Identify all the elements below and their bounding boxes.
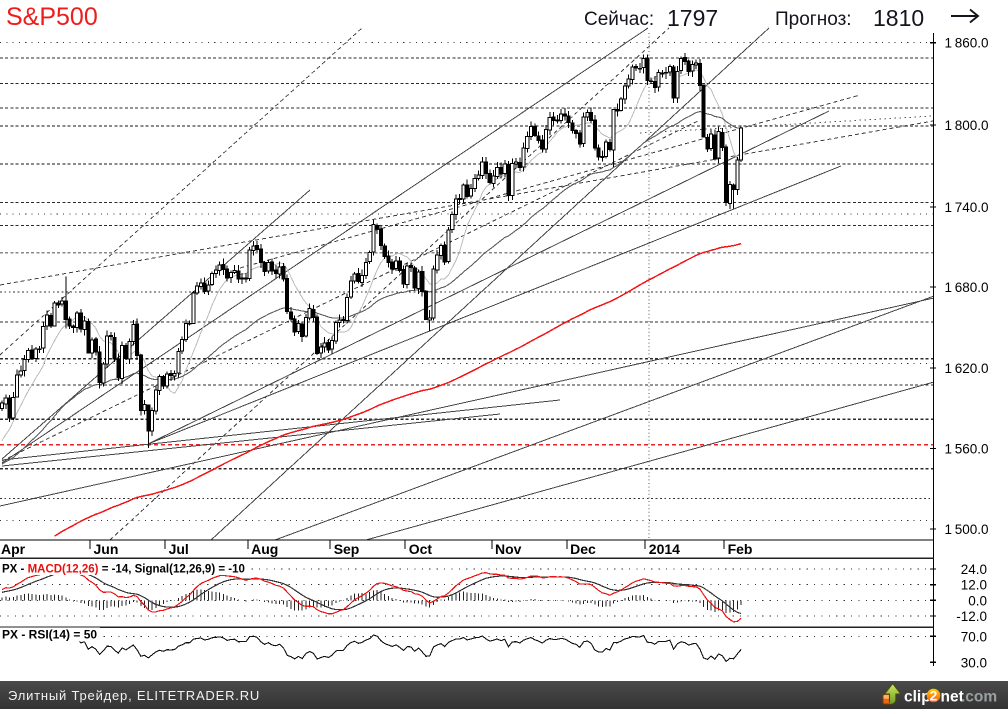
svg-text:-12.0: -12.0 (956, 609, 987, 624)
svg-text:Сейчас:: Сейчас: (584, 9, 654, 30)
svg-text:1 560.0: 1 560.0 (945, 442, 989, 457)
svg-text:Прогноз:: Прогноз: (775, 9, 852, 30)
svg-text:Apr: Apr (1, 541, 26, 557)
svg-text:Oct: Oct (409, 541, 433, 557)
svg-text:2014: 2014 (649, 541, 680, 557)
svg-text:net: net (941, 689, 964, 706)
svg-text:1 740.0: 1 740.0 (945, 200, 989, 215)
svg-text:0.0: 0.0 (968, 593, 987, 608)
svg-text:1 680.0: 1 680.0 (945, 280, 989, 295)
svg-text:1 500.0: 1 500.0 (945, 522, 989, 537)
svg-text:Sep: Sep (334, 541, 360, 557)
svg-text:Feb: Feb (728, 541, 753, 557)
svg-text:.com: .com (961, 689, 997, 706)
svg-text:Aug: Aug (251, 541, 278, 557)
svg-text:Nov: Nov (495, 541, 522, 557)
svg-text:clip: clip (904, 689, 931, 706)
svg-text:1 620.0: 1 620.0 (945, 361, 989, 376)
svg-text:1 860.0: 1 860.0 (945, 36, 989, 51)
svg-text:PX - MACD(12,26) = -14, Signal: PX - MACD(12,26) = -14, Signal(12,26,9) … (2, 564, 245, 576)
svg-text:Dec: Dec (570, 541, 596, 557)
svg-text:24.0: 24.0 (961, 562, 987, 577)
svg-text:Jun: Jun (94, 541, 119, 557)
svg-text:Jul: Jul (169, 541, 189, 557)
svg-text:Элитный Трейдер, ELITETRADER.R: Элитный Трейдер, ELITETRADER.RU (8, 688, 260, 703)
svg-text:70.0: 70.0 (961, 629, 987, 644)
svg-text:1797: 1797 (667, 5, 718, 31)
svg-text:1810: 1810 (873, 5, 924, 31)
svg-text:1 800.0: 1 800.0 (945, 118, 989, 133)
svg-text:12.0: 12.0 (961, 578, 987, 593)
svg-text:S&P500: S&P500 (6, 3, 98, 31)
svg-text:2: 2 (930, 688, 938, 704)
svg-text:30.0: 30.0 (961, 655, 987, 670)
svg-text:PX - RSI(14) = 50: PX - RSI(14) = 50 (2, 628, 97, 642)
